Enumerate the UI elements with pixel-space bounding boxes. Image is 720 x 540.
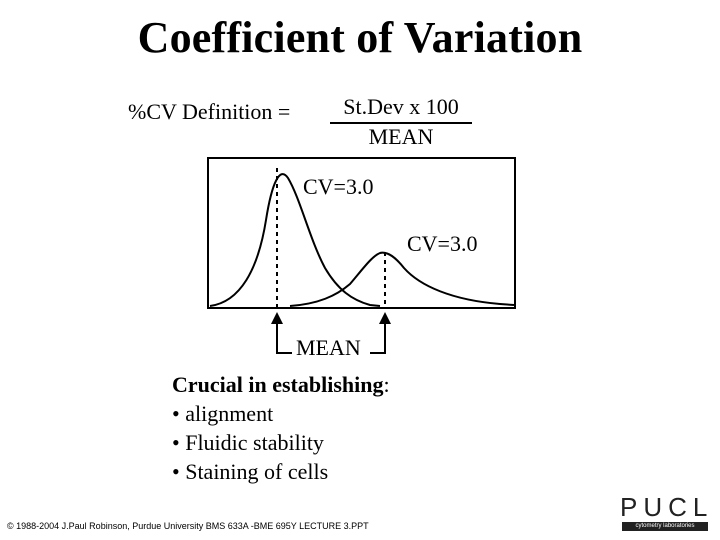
narrow-distribution-curve xyxy=(209,173,381,307)
copyright-footer: © 1988-2004 J.Paul Robinson, Purdue Univ… xyxy=(7,521,369,531)
mean-label: MEAN xyxy=(296,335,361,360)
formula-denominator: MEAN xyxy=(368,124,434,149)
list-item: • Staining of cells xyxy=(172,459,329,484)
mean-arrow-right xyxy=(370,322,386,354)
logo-letters: PUCL xyxy=(620,492,714,522)
plot-frame xyxy=(207,157,516,309)
fraction-bar xyxy=(330,122,472,124)
curve2-cv-label: CV=3.0 xyxy=(407,231,478,256)
list-item: • Fluidic stability xyxy=(172,430,324,455)
curve1-cv-label: CV=3.0 xyxy=(303,174,374,199)
arrowhead-left xyxy=(271,312,283,324)
formula-numerator: St.Dev x 100 xyxy=(343,94,459,119)
list-item: • alignment xyxy=(172,401,274,426)
page-title: Coefficient of Variation xyxy=(137,13,583,62)
mean-arrow-left xyxy=(276,322,292,354)
arrowhead-right xyxy=(379,312,391,324)
crucial-heading: Crucial in establishing: xyxy=(172,372,390,397)
logo-subtitle: cytometry laboratories xyxy=(622,522,708,531)
wide-distribution-curve xyxy=(289,251,515,307)
definition-label: %CV Definition = xyxy=(128,99,291,124)
crucial-list: Crucial in establishing: • alignment • F… xyxy=(172,370,390,486)
pucl-logo: PUCL cytometry laboratories xyxy=(620,492,710,532)
